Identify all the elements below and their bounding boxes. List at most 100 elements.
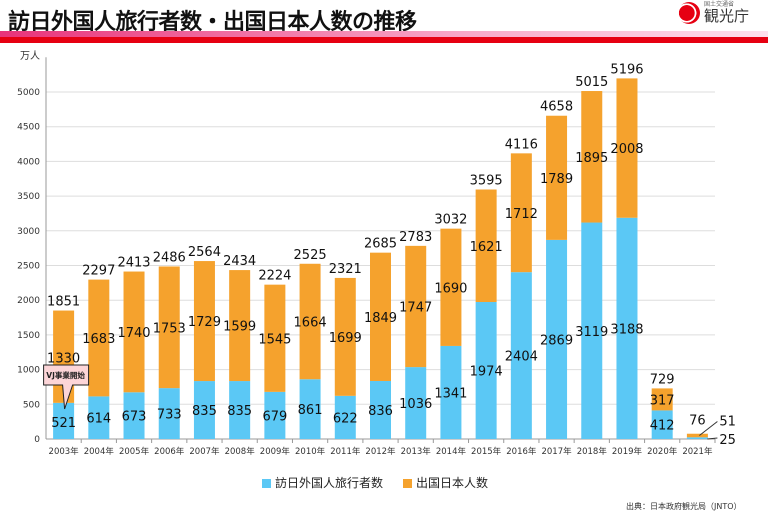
legend-swatch xyxy=(403,479,413,488)
outbound-label: 317 xyxy=(650,393,675,408)
total-label: 2525 xyxy=(294,248,327,263)
bar-outbound xyxy=(123,271,145,393)
header-red-band xyxy=(0,37,768,43)
x-tick-label: 2005年 xyxy=(119,446,150,457)
leader-line xyxy=(699,421,718,436)
total-label: 2224 xyxy=(258,269,291,284)
outbound-label: 1712 xyxy=(505,207,538,222)
visitors-label: 3119 xyxy=(575,325,608,340)
visitors-label: 412 xyxy=(650,419,675,434)
visitors-label: 861 xyxy=(298,403,323,418)
bar-visitors xyxy=(334,395,356,439)
outbound-label: 2008 xyxy=(610,142,643,157)
logo-text: 観光庁 xyxy=(704,7,750,25)
x-tick-label: 2006年 xyxy=(154,446,185,457)
outbound-label: 1753 xyxy=(153,321,186,336)
total-label: 2486 xyxy=(153,250,186,265)
x-tick-label: 2013年 xyxy=(401,446,432,457)
bar-outbound xyxy=(229,270,251,382)
bar-visitors xyxy=(370,380,391,439)
total-label: 2564 xyxy=(188,245,221,260)
bar-visitors xyxy=(440,345,462,439)
legend-item-outbound: 出国日本人数 xyxy=(403,474,488,491)
y-tick-label: 0 xyxy=(34,435,40,445)
y-tick-label: 1500 xyxy=(17,331,40,341)
outbound-label: 1789 xyxy=(540,172,573,187)
x-tick-label: 2009年 xyxy=(260,446,291,457)
total-label: 2413 xyxy=(117,256,150,271)
total-label: 2321 xyxy=(329,262,362,277)
bar-outbound xyxy=(581,91,603,223)
bar-visitors xyxy=(475,302,497,439)
visitors-label: 2869 xyxy=(540,333,573,348)
y-tick-label: 1000 xyxy=(17,366,40,376)
x-tick-label: 2017年 xyxy=(541,446,572,457)
x-tick-label: 2018年 xyxy=(577,446,608,457)
bar-visitors xyxy=(88,396,110,439)
bar-visitors xyxy=(686,437,708,439)
outbound-label: 1849 xyxy=(364,311,397,326)
y-tick-label: 3000 xyxy=(17,227,40,237)
outbound-label: 1664 xyxy=(294,316,327,331)
bar-outbound xyxy=(616,78,638,218)
bar-visitors xyxy=(616,217,638,439)
outbound-label: 1895 xyxy=(575,151,608,166)
x-tick-label: 2015年 xyxy=(471,446,502,457)
y-tick-label: 4500 xyxy=(17,123,40,133)
visitors-label: 622 xyxy=(333,411,358,426)
x-tick-label: 2011年 xyxy=(330,446,361,457)
outbound-label: 1599 xyxy=(223,320,256,335)
visitors-label: 1036 xyxy=(399,397,432,412)
x-tick-label: 2007年 xyxy=(189,446,220,457)
bar-visitors xyxy=(546,239,568,439)
bar-visitors xyxy=(53,402,75,439)
bar-outbound xyxy=(334,277,356,396)
bar-outbound xyxy=(546,115,568,240)
y-tick-label: 500 xyxy=(23,400,40,410)
total-label: 3032 xyxy=(434,213,467,228)
total-label: 4116 xyxy=(505,137,538,152)
visitors-label: 835 xyxy=(227,404,252,419)
visitors-label: 835 xyxy=(192,404,217,419)
bar-visitors xyxy=(264,391,286,439)
visitors-label: 1974 xyxy=(470,365,503,380)
legend-swatch xyxy=(262,479,271,488)
logo-sub: 国土交通省 xyxy=(704,1,735,8)
bar-outbound xyxy=(651,388,673,411)
bar-outbound xyxy=(158,266,180,389)
x-tick-label: 2016年 xyxy=(506,446,537,457)
bar-visitors xyxy=(158,388,180,439)
x-tick-label: 2003年 xyxy=(49,446,80,457)
visitors-label: 3188 xyxy=(610,322,643,337)
total-label: 1851 xyxy=(47,295,80,310)
visitors-label: 614 xyxy=(86,412,111,427)
bar-outbound xyxy=(686,433,708,438)
bar-outbound xyxy=(405,245,427,368)
bar-outbound xyxy=(193,261,215,382)
bar-visitors xyxy=(229,381,251,439)
y-tick-label: 3500 xyxy=(17,192,40,202)
outbound-label: 1545 xyxy=(258,332,291,347)
logo-mark-icon xyxy=(678,2,700,24)
bar-visitors xyxy=(299,379,321,439)
y-tick-label: 4000 xyxy=(17,157,40,167)
x-tick-label: 2021年 xyxy=(682,446,713,457)
outbound-label: 1330 xyxy=(47,352,80,367)
logo: 国土交通省 観光庁 xyxy=(678,1,749,25)
visitors-label: 1341 xyxy=(434,386,467,401)
total-label: 2783 xyxy=(399,230,432,245)
visitors-label: 733 xyxy=(157,408,182,423)
bar-outbound xyxy=(440,228,462,346)
y-tick-label: 2500 xyxy=(17,262,40,272)
x-tick-label: 2008年 xyxy=(225,446,256,457)
x-tick-label: 2010年 xyxy=(295,446,326,457)
total-label: 2297 xyxy=(82,264,115,279)
y-axis-unit: 万人 xyxy=(20,51,40,62)
y-tick-label: 5000 xyxy=(17,88,40,98)
annotation-callout xyxy=(43,364,90,410)
leader-line xyxy=(707,437,718,440)
outbound-label: 1690 xyxy=(434,281,467,296)
source-note: 出典：日本政府観光局（JNTO） xyxy=(626,502,742,511)
total-label: 76 xyxy=(689,414,706,429)
bar-outbound xyxy=(370,252,391,381)
